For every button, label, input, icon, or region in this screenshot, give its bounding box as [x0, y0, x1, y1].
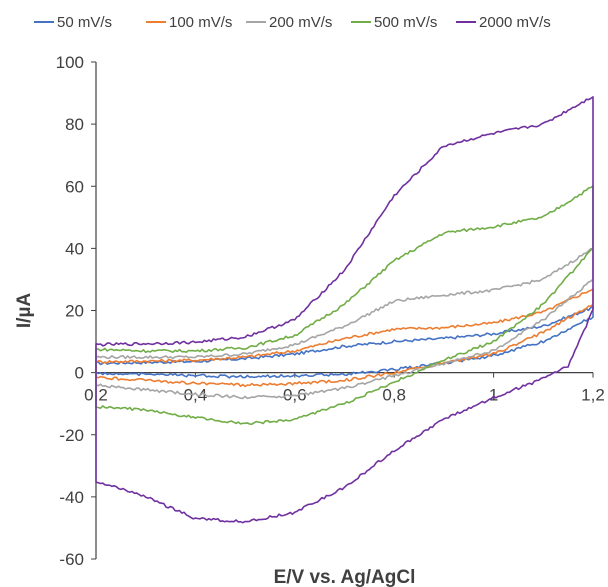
y-tick-label: 80 [65, 115, 84, 134]
series-layer [95, 96, 594, 524]
y-tick-labels: -60 -40 -20 0 20 40 60 80 100 [56, 53, 96, 569]
legend-label: 100 mV/s [169, 14, 232, 31]
y-tick-label: 60 [65, 177, 84, 196]
y-tick-label: -20 [59, 426, 84, 445]
legend-label: 50 mV/s [57, 14, 112, 31]
legend-label: 2000 mV/s [479, 14, 551, 31]
x-axis-title: E/V vs. Ag/AgCl [274, 567, 416, 587]
y-tick-label: -40 [59, 488, 84, 507]
axes-layer [95, 62, 593, 559]
y-tick-label: 100 [56, 53, 84, 72]
legend-label: 500 mV/s [374, 14, 437, 31]
y-tick-label: 0 [75, 364, 84, 383]
x-tick-label: 1,2 [581, 386, 605, 405]
x-tick-label: 0,8 [382, 386, 406, 405]
x-tick-label: 0,4 [184, 386, 208, 405]
y-tick-label: -60 [59, 550, 84, 569]
legend-label: 200 mV/s [269, 14, 332, 31]
y-tick-label: 40 [65, 239, 84, 258]
legend: 50 mV/s 100 mV/s 200 mV/s 500 mV/s 2000 mV/s [34, 14, 551, 31]
y-tick-label: 20 [65, 302, 84, 321]
y-axis-title: I/µA [14, 293, 35, 329]
series-line-50-mv-s [95, 305, 594, 379]
series-line-2000-mv-s [95, 96, 594, 524]
x-tick-label: 1 [489, 386, 498, 405]
